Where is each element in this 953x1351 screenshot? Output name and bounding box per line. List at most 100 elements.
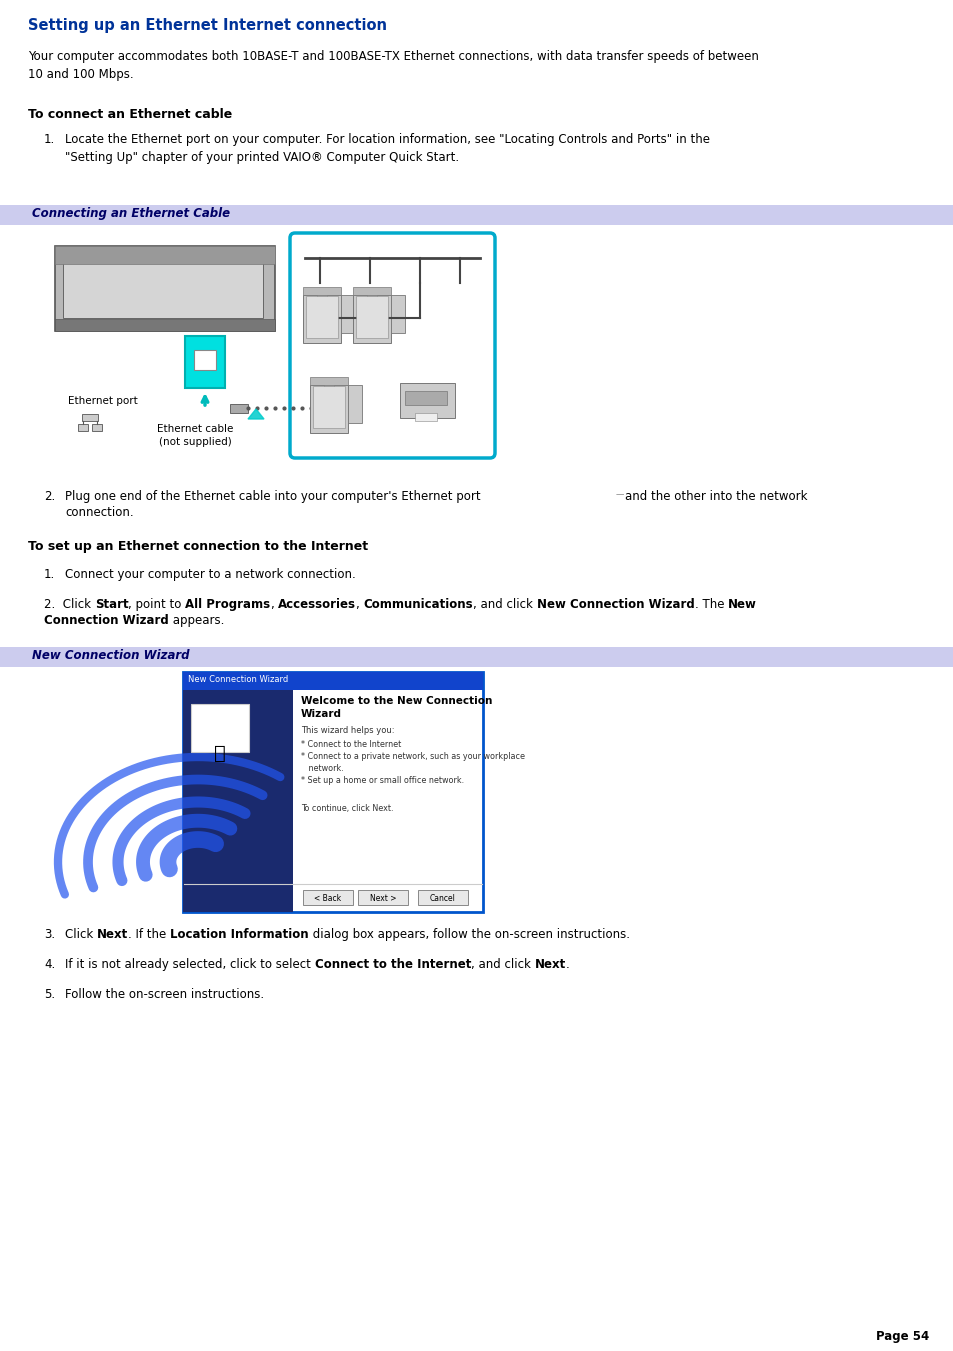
Bar (78, 424, 88, 431)
Text: To connect an Ethernet cable: To connect an Ethernet cable (28, 108, 232, 122)
Text: Next: Next (534, 958, 565, 971)
Bar (399, 382, 455, 417)
Text: * Connect to a private network, such as your workplace: * Connect to a private network, such as … (301, 753, 524, 761)
Text: Wizard: Wizard (301, 709, 341, 719)
Text: < Back: < Back (314, 894, 341, 902)
Bar (391, 295, 405, 332)
Bar (367, 290, 376, 299)
Text: To set up an Ethernet connection to the Internet: To set up an Ethernet connection to the … (28, 540, 368, 553)
Text: 1.: 1. (44, 132, 55, 146)
Bar (405, 390, 447, 405)
Text: Follow the on-screen instructions.: Follow the on-screen instructions. (65, 988, 264, 1001)
Text: dialog box appears, follow the on-screen instructions.: dialog box appears, follow the on-screen… (309, 928, 629, 942)
Text: Cancel: Cancel (430, 894, 456, 902)
Text: , point to: , point to (129, 598, 185, 611)
Text: Setting up an Ethernet Internet connection: Setting up an Ethernet Internet connecti… (28, 18, 387, 32)
Bar (185, 336, 225, 388)
Text: Your computer accommodates both 10BASE-T and 100BASE-TX Ethernet connections, wi: Your computer accommodates both 10BASE-T… (28, 50, 758, 81)
Text: (not supplied): (not supplied) (158, 436, 232, 447)
Text: 4.: 4. (44, 958, 55, 971)
Bar (355, 296, 388, 338)
Text: network.: network. (301, 765, 343, 773)
Bar (193, 350, 215, 370)
Text: All Programs: All Programs (185, 598, 271, 611)
Text: Connect to the Internet: Connect to the Internet (314, 958, 471, 971)
Bar (310, 385, 348, 434)
Text: —: — (616, 490, 623, 499)
Text: Start: Start (94, 598, 129, 611)
Text: , and click: , and click (473, 598, 537, 611)
Text: ,: , (355, 598, 363, 611)
Text: Ethernet cable: Ethernet cable (156, 424, 233, 434)
Text: If it is not already selected, click to select: If it is not already selected, click to … (65, 958, 314, 971)
Text: New Connection Wizard: New Connection Wizard (188, 676, 288, 684)
Text: 🔌: 🔌 (213, 744, 226, 763)
Text: Connect your computer to a network connection.: Connect your computer to a network conne… (65, 567, 355, 581)
Text: Connecting an Ethernet Cable: Connecting an Ethernet Cable (32, 207, 230, 220)
Bar (357, 890, 408, 905)
Bar (417, 890, 468, 905)
Bar (306, 296, 337, 338)
Text: appears.: appears. (169, 613, 224, 627)
Bar (310, 377, 348, 385)
Bar (82, 413, 98, 422)
Bar (183, 671, 482, 690)
Text: 3.: 3. (44, 928, 55, 942)
Bar (183, 690, 293, 912)
Text: Communications: Communications (363, 598, 473, 611)
Text: connection.: connection. (65, 507, 133, 519)
Bar (183, 690, 293, 912)
Text: Click: Click (65, 928, 97, 942)
Text: * Connect to the Internet: * Connect to the Internet (301, 740, 401, 748)
Text: Page 54: Page 54 (875, 1329, 928, 1343)
Text: . If the: . If the (128, 928, 170, 942)
Bar (0, 205, 953, 226)
Bar (316, 290, 327, 299)
Text: This wizard helps you:: This wizard helps you: (301, 725, 395, 735)
Text: , and click: , and click (471, 958, 534, 971)
Bar (324, 381, 334, 389)
Bar (303, 890, 353, 905)
Text: Locate the Ethernet port on your computer. For location information, see "Locati: Locate the Ethernet port on your compute… (65, 132, 709, 163)
Polygon shape (248, 409, 264, 419)
Text: * Set up a home or small office network.: * Set up a home or small office network. (301, 775, 464, 785)
Text: 5.: 5. (44, 988, 55, 1001)
Bar (55, 319, 274, 331)
Text: Welcome to the New Connection: Welcome to the New Connection (301, 696, 492, 707)
Text: To continue, click Next.: To continue, click Next. (301, 804, 393, 813)
Text: ,: , (271, 598, 278, 611)
Text: 2.: 2. (44, 490, 55, 503)
Text: Location Information: Location Information (170, 928, 309, 942)
Text: New Connection Wizard: New Connection Wizard (32, 648, 190, 662)
Text: .: . (565, 958, 569, 971)
Bar (353, 295, 391, 343)
Bar (303, 295, 340, 343)
Bar (230, 404, 248, 413)
Bar (55, 246, 274, 331)
Text: Ethernet port: Ethernet port (68, 396, 137, 407)
Text: New: New (727, 598, 756, 611)
Bar (303, 286, 340, 295)
Bar (313, 386, 345, 428)
Text: New Connection Wizard: New Connection Wizard (537, 598, 694, 611)
Bar (183, 671, 482, 912)
Text: . The: . The (694, 598, 727, 611)
Text: 1.: 1. (44, 567, 55, 581)
Text: Plug one end of the Ethernet cable into your computer's Ethernet port: Plug one end of the Ethernet cable into … (65, 490, 480, 503)
Text: and the other into the network: and the other into the network (624, 490, 806, 503)
Text: Accessories: Accessories (278, 598, 355, 611)
Text: Next: Next (97, 928, 128, 942)
Bar (348, 385, 361, 423)
Bar (191, 704, 249, 753)
Text: Connection Wizard: Connection Wizard (44, 613, 169, 627)
Bar (63, 258, 263, 317)
Bar (415, 413, 436, 422)
Text: 2.  Click: 2. Click (44, 598, 94, 611)
Bar (55, 246, 274, 263)
Bar (0, 647, 953, 667)
Bar (340, 295, 355, 332)
Text: Next >: Next > (370, 894, 395, 902)
Bar (91, 424, 102, 431)
FancyBboxPatch shape (290, 232, 495, 458)
Bar (353, 286, 391, 295)
